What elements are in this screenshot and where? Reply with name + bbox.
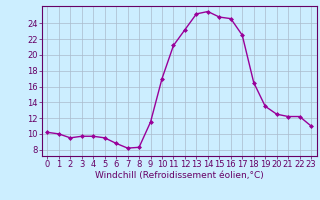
X-axis label: Windchill (Refroidissement éolien,°C): Windchill (Refroidissement éolien,°C) bbox=[95, 171, 264, 180]
